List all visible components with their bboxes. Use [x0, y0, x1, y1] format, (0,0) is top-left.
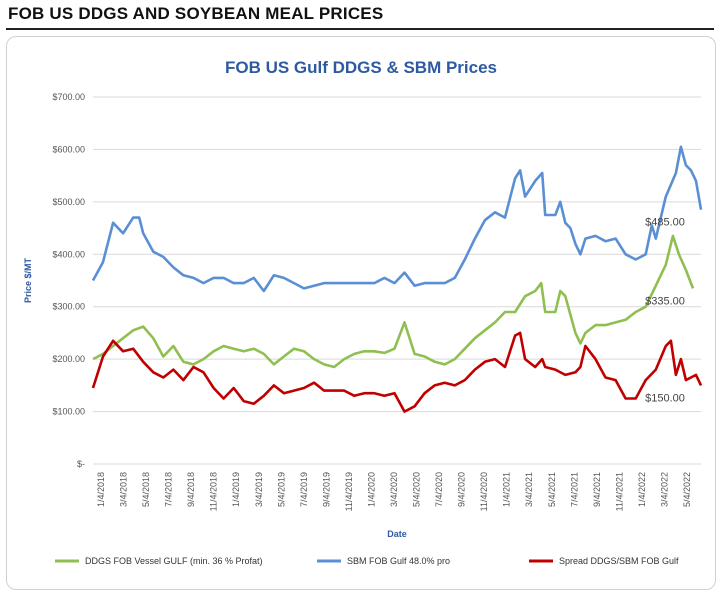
end-value-labels: $485.00 $335.00 $150.00	[645, 217, 685, 405]
x-tick-label: 9/4/2018	[186, 472, 196, 507]
chart-container: FOB US Gulf DDGS & SBM Prices $- $100.00 $…	[6, 36, 716, 590]
x-tick-label: 11/4/2019	[344, 472, 354, 511]
x-tick-label: 3/4/2018	[119, 472, 129, 507]
legend-label-sbm: SBM FOB Gulf 48.0% pro	[347, 556, 450, 566]
legend-label-spread: Spread DDGS/SBM FOB Gulf	[559, 556, 679, 566]
legend-label-ddgs: DDGS FOB Vessel GULF (min. 36 % Profat)	[85, 556, 263, 566]
legend: DDGS FOB Vessel GULF (min. 36 % Profat) S…	[55, 556, 679, 566]
x-tick-label: 1/4/2022	[637, 472, 647, 507]
x-tick-label: 5/4/2020	[412, 472, 422, 507]
y-tick-label: $400.00	[52, 249, 85, 259]
series-line-sbm	[91, 145, 703, 293]
y-tick-label: $600.00	[52, 144, 85, 154]
y-tick-label: $300.00	[52, 302, 85, 312]
x-tick-label: 5/4/2021	[547, 472, 557, 507]
end-label-sbm: $485.00	[645, 217, 685, 229]
y-tick-label: $500.00	[52, 197, 85, 207]
x-tick-label: 11/4/2020	[479, 472, 489, 511]
x-tick-label: 7/4/2018	[164, 472, 174, 507]
x-tick-label: 3/4/2019	[254, 472, 264, 507]
x-axis-ticks: 1/4/2018 3/4/2018 5/4/2018 7/4/2018 9/4/2018…	[96, 472, 692, 511]
y-tick-label: $-	[77, 459, 85, 469]
x-tick-label: 5/4/2019	[276, 472, 286, 507]
series-lines	[91, 145, 703, 413]
x-axis-label: Date	[387, 529, 407, 539]
y-axis-ticks: $- $100.00 $200.00 $300.00 $400.00 $500.00 $60…	[52, 92, 85, 469]
chart-title: FOB US Gulf DDGS & SBM Prices	[225, 58, 497, 77]
x-tick-label: 5/4/2022	[682, 472, 692, 507]
x-tick-label: 9/4/2020	[457, 472, 467, 507]
x-tick-label: 11/4/2018	[209, 472, 219, 511]
x-tick-label: 3/4/2021	[524, 472, 534, 507]
series-line-spread	[91, 331, 703, 413]
x-tick-label: 3/4/2020	[389, 472, 399, 507]
page-title: FOB US DDGS AND SOYBEAN MEAL PRICES	[8, 4, 384, 23]
end-label-spread: $150.00	[645, 392, 685, 404]
y-axis-label: Price $/MT	[23, 257, 33, 303]
x-tick-label: 5/4/2018	[141, 472, 151, 507]
y-tick-label: $100.00	[52, 407, 85, 417]
x-tick-label: 3/4/2022	[659, 472, 669, 507]
series-line-ddgs	[92, 234, 695, 369]
x-tick-label: 1/4/2021	[502, 472, 512, 507]
x-tick-label: 9/4/2021	[592, 472, 602, 507]
x-tick-label: 7/4/2020	[434, 472, 444, 507]
y-tick-label: $700.00	[52, 92, 85, 102]
x-tick-label: 11/4/2021	[614, 472, 624, 511]
y-tick-label: $200.00	[52, 354, 85, 364]
x-tick-label: 9/4/2019	[321, 472, 331, 507]
header-divider	[6, 28, 714, 30]
x-tick-label: 1/4/2019	[231, 472, 241, 507]
price-chart: FOB US Gulf DDGS & SBM Prices $-$100.00$…	[23, 58, 703, 566]
x-tick-label: 1/4/2018	[96, 472, 106, 507]
gridlines	[93, 96, 701, 465]
x-tick-label: 7/4/2021	[569, 472, 579, 507]
x-tick-label: 7/4/2019	[299, 472, 309, 507]
end-label-ddgs: $335.00	[645, 295, 685, 307]
x-tick-label: 1/4/2020	[366, 472, 376, 507]
